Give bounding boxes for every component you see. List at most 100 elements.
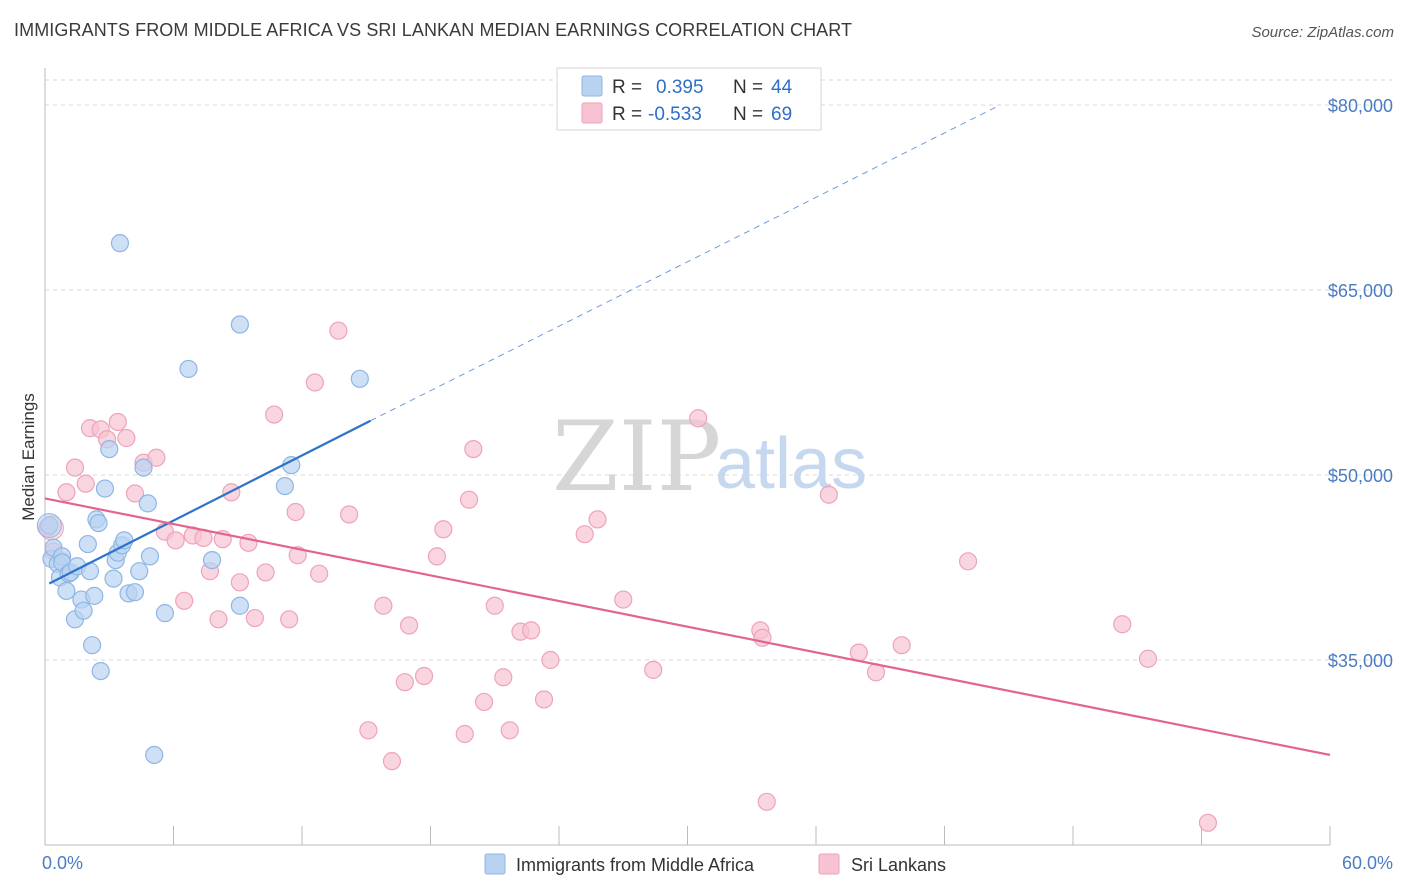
- middle-africa-point: [78, 534, 97, 554]
- sri-lankan-point: [494, 668, 513, 687]
- sri-lankan-point: [147, 448, 166, 467]
- x-ticks: 0.0% 60.0%: [42, 826, 1393, 873]
- y-tick-label: $50,000: [1328, 466, 1393, 486]
- middle-africa-point: [179, 359, 198, 379]
- sri-lankan-point: [286, 502, 305, 522]
- legend-r-label-1: R =: [612, 77, 642, 98]
- sri-lankan-point: [500, 721, 519, 740]
- x-tick-label: 0.0%: [42, 853, 83, 873]
- middle-africa-point: [230, 596, 249, 615]
- sri-lankan-point: [125, 484, 145, 503]
- legend-r-value-2: -0.533: [648, 104, 702, 125]
- chart-title: IMMIGRANTS FROM MIDDLE AFRICA VS SRI LAN…: [14, 20, 853, 40]
- sri-lankan-point: [1113, 615, 1132, 634]
- middle-africa-point: [85, 586, 104, 605]
- sri-lankans-trendline: [44, 497, 1331, 757]
- sri-lankan-point: [455, 724, 474, 744]
- middle-africa-point: [125, 583, 145, 602]
- series-swatch-middle-africa: [484, 853, 506, 875]
- middle-africa-point: [155, 604, 175, 623]
- middle-africa-point: [275, 477, 294, 496]
- sri-lankan-point: [1198, 813, 1218, 832]
- legend-n-value-1: 44: [771, 77, 793, 98]
- sri-lankan-point: [541, 650, 560, 670]
- sri-lankan-point: [474, 692, 494, 712]
- y-tick-label: $35,000: [1328, 651, 1393, 671]
- sri-lankan-point: [305, 373, 324, 392]
- sri-lankan-point: [434, 520, 453, 539]
- sri-lankan-point: [245, 608, 264, 628]
- sri-lankan-point: [534, 690, 554, 709]
- legend-r-value-1: 0.395: [656, 77, 704, 98]
- sri-lankan-point: [464, 440, 483, 459]
- sri-lankan-point: [209, 610, 228, 629]
- legend-swatch-pink: [581, 102, 603, 124]
- middle-africa-point: [350, 369, 369, 388]
- sri-lankan-point: [175, 591, 194, 610]
- sri-lankan-point: [57, 483, 76, 502]
- sri-lankan-point: [1138, 649, 1158, 668]
- watermark-atlas: atlas: [715, 424, 867, 504]
- middle-africa-trendline: [48, 419, 372, 585]
- sri-lankan-point: [280, 610, 299, 629]
- x-tick-label: 60.0%: [1342, 853, 1393, 873]
- sri-lankan-point: [359, 721, 378, 740]
- middle-africa-point: [138, 494, 157, 513]
- middle-africa-point: [134, 458, 153, 477]
- sri-lankan-point: [230, 573, 249, 592]
- sri-lankan-point: [265, 405, 284, 424]
- middle-africa-point: [130, 562, 149, 581]
- sri-lankan-point: [108, 412, 127, 432]
- y-ticks: $35,000 $50,000 $65,000 $80,000: [1328, 96, 1393, 671]
- sri-lankan-point: [374, 596, 393, 615]
- sri-lankan-point: [819, 485, 838, 504]
- sri-lankan-point: [329, 321, 348, 340]
- middle-africa-point: [202, 550, 222, 570]
- sri-lankan-point: [958, 552, 978, 571]
- sri-lankans-points: [38, 321, 1218, 832]
- middle-africa-point: [100, 440, 119, 459]
- sri-lankan-point: [399, 616, 419, 635]
- sri-lankan-point: [117, 428, 136, 448]
- sri-lankan-point: [65, 458, 85, 477]
- sri-lankan-point: [522, 621, 541, 640]
- y-tick-label: $65,000: [1328, 281, 1393, 301]
- grid-lines: [45, 79, 1392, 661]
- middle-africa-points: [36, 234, 369, 765]
- sri-lankan-point: [427, 547, 447, 566]
- sri-lankan-point: [644, 660, 663, 679]
- legend-r-label-2: R =: [612, 104, 642, 125]
- middle-africa-point: [230, 315, 249, 334]
- middle-africa-point: [140, 547, 160, 566]
- sri-lankan-point: [76, 474, 95, 493]
- sri-lankan-point: [256, 563, 275, 582]
- sri-lankan-point: [849, 643, 868, 662]
- legend-n-label-1: N =: [733, 77, 763, 98]
- legend-n-label-2: N =: [733, 104, 763, 125]
- series-label-middle-africa: Immigrants from Middle Africa: [516, 855, 755, 875]
- middle-africa-point: [57, 581, 76, 601]
- sri-lankan-point: [288, 546, 307, 565]
- middle-africa-point: [89, 513, 108, 533]
- middle-africa-point: [36, 513, 62, 539]
- y-tick-label: $80,000: [1328, 96, 1393, 116]
- y-axis-label: Median Earnings: [19, 393, 38, 521]
- middle-africa-point: [74, 601, 93, 620]
- source-label: Source: ZipAtlas.com: [1251, 24, 1394, 41]
- sri-lankan-point: [689, 409, 708, 428]
- sri-lankan-point: [757, 792, 776, 811]
- sri-lankan-point: [166, 531, 185, 550]
- sri-lankan-point: [414, 666, 434, 686]
- sri-lankan-point: [310, 564, 329, 583]
- sri-lankan-point: [382, 752, 402, 771]
- middle-africa-point: [95, 479, 115, 498]
- sri-lankan-point: [395, 673, 414, 692]
- middle-africa-trendline-extension: [370, 104, 1001, 422]
- middle-africa-point: [110, 234, 130, 253]
- legend-n-value-2: 69: [771, 104, 792, 125]
- series-swatch-sri-lankans: [818, 853, 840, 875]
- legend-swatch-blue: [581, 75, 603, 97]
- sri-lankan-point: [614, 590, 633, 609]
- series-legend: Immigrants from Middle Africa Sri Lankan…: [484, 853, 946, 875]
